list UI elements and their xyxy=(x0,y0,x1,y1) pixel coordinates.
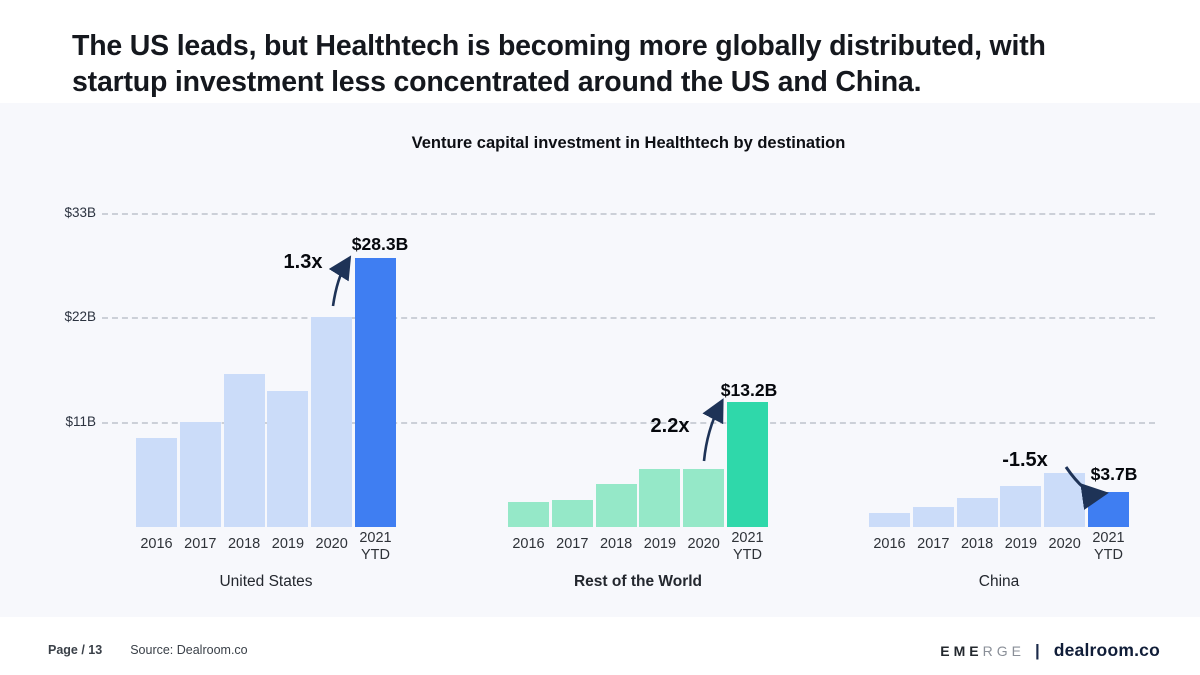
bar xyxy=(683,469,725,527)
year-label: 2019 xyxy=(1004,536,1038,552)
bar xyxy=(223,374,265,527)
bar xyxy=(551,500,593,527)
year-label: 2018 xyxy=(227,536,261,552)
bar xyxy=(912,507,954,527)
bar-highlighted xyxy=(1088,492,1129,527)
bar-value-label: $13.2B xyxy=(720,380,778,400)
year-label: 2016 xyxy=(512,536,545,552)
bar xyxy=(639,469,681,527)
year-label: 2020 xyxy=(687,536,720,552)
chart-panel xyxy=(0,103,1200,617)
bar xyxy=(508,502,549,527)
bar-value-label: $28.3B xyxy=(351,234,409,254)
year-label: 2019 xyxy=(271,536,305,552)
year-label: 2021 YTD xyxy=(731,530,764,563)
chart-title: Venture capital investment in Healthtech… xyxy=(411,134,846,152)
bar xyxy=(869,513,910,527)
year-label: 2017 xyxy=(917,536,950,552)
bar xyxy=(311,317,353,527)
group-label: Rest of the World xyxy=(573,573,703,590)
page-number: Page / 13 xyxy=(48,643,103,657)
emerge-logo-dark: EME xyxy=(940,642,983,659)
logo-divider: | xyxy=(1034,640,1040,660)
year-label: 2020 xyxy=(315,536,348,552)
slide-title: The US leads, but Healthtech is becoming… xyxy=(72,30,1046,98)
brand-logos: EMERGE | dealroom.co xyxy=(940,640,1160,661)
year-label: 2016 xyxy=(873,536,906,552)
gridline xyxy=(102,421,1155,424)
year-label: 2017 xyxy=(184,536,217,552)
gridline xyxy=(102,212,1155,215)
bar-highlighted xyxy=(727,402,768,527)
bar-value-label: $3.7B xyxy=(1090,464,1138,484)
bar xyxy=(179,422,221,527)
year-label: 2021 YTD xyxy=(1092,530,1125,563)
multiplier-label: 2.2x xyxy=(650,415,690,437)
multiplier-label: -1.5x xyxy=(1002,449,1048,471)
emerge-logo-light: RGE xyxy=(982,642,1025,659)
year-label: 2018 xyxy=(960,536,994,552)
year-label: 2021 YTD xyxy=(359,530,392,563)
bar xyxy=(956,498,998,527)
y-tick-label: $11B xyxy=(65,413,96,429)
year-label: 2018 xyxy=(599,536,633,552)
y-tick-label: $33B xyxy=(64,204,96,220)
year-label: 2016 xyxy=(140,536,173,552)
bar xyxy=(1000,486,1042,527)
bar xyxy=(267,391,309,527)
group-label: United States xyxy=(219,573,313,590)
bar-highlighted xyxy=(355,258,396,527)
footer: Page / 13 Source: Dealroom.co xyxy=(48,643,248,657)
group-label: China xyxy=(978,573,1020,590)
bar xyxy=(595,484,637,527)
emerge-logo: EMERGE xyxy=(940,643,1025,659)
bar xyxy=(136,438,177,527)
dealroom-logo: dealroom.co xyxy=(1053,640,1160,660)
year-label: 2017 xyxy=(556,536,589,552)
multiplier-label: 1.3x xyxy=(283,251,323,273)
year-label: 2020 xyxy=(1048,536,1081,552)
year-label: 2019 xyxy=(643,536,677,552)
y-tick-label: $22B xyxy=(64,309,96,324)
source-label: Source: Dealroom.co xyxy=(130,643,248,657)
gridline xyxy=(102,317,1155,319)
